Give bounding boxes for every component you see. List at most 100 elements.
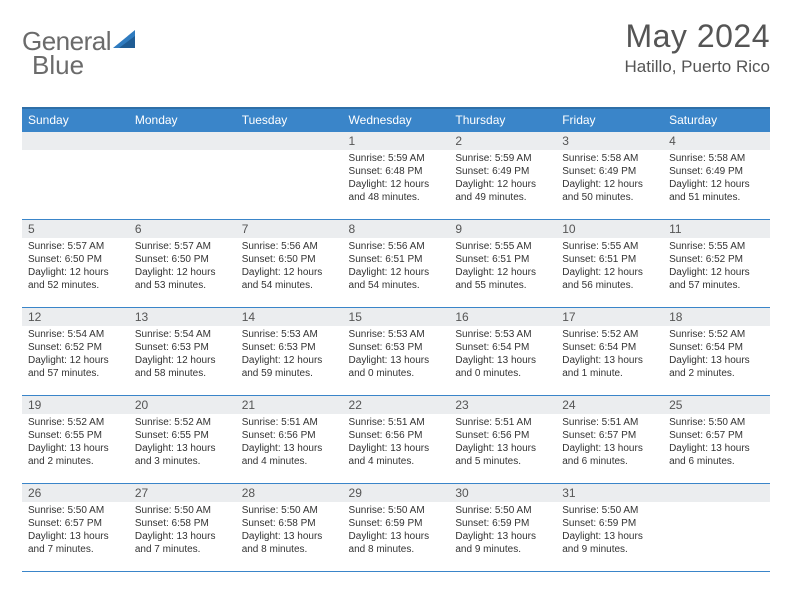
day-cell	[129, 132, 236, 220]
day-number: 25	[663, 396, 770, 414]
brand-triangle-icon	[113, 28, 139, 55]
day-details: Sunrise: 5:51 AMSunset: 6:57 PMDaylight:…	[556, 414, 663, 472]
day-cell: 14Sunrise: 5:53 AMSunset: 6:53 PMDayligh…	[236, 308, 343, 396]
month-title: May 2024	[624, 18, 770, 55]
day-cell: 8Sunrise: 5:56 AMSunset: 6:51 PMDaylight…	[343, 220, 450, 308]
day-cell: 11Sunrise: 5:55 AMSunset: 6:52 PMDayligh…	[663, 220, 770, 308]
day-details: Sunrise: 5:50 AMSunset: 6:57 PMDaylight:…	[22, 502, 129, 560]
weekday-header: Monday	[129, 108, 236, 132]
day-details: Sunrise: 5:50 AMSunset: 6:59 PMDaylight:…	[449, 502, 556, 560]
weekday-header: Wednesday	[343, 108, 450, 132]
day-number: 28	[236, 484, 343, 502]
day-number: 31	[556, 484, 663, 502]
day-cell: 7Sunrise: 5:56 AMSunset: 6:50 PMDaylight…	[236, 220, 343, 308]
day-details: Sunrise: 5:51 AMSunset: 6:56 PMDaylight:…	[236, 414, 343, 472]
day-number: 12	[22, 308, 129, 326]
day-cell: 31Sunrise: 5:50 AMSunset: 6:59 PMDayligh…	[556, 484, 663, 572]
day-details: Sunrise: 5:59 AMSunset: 6:49 PMDaylight:…	[449, 150, 556, 208]
day-number: 17	[556, 308, 663, 326]
day-number: 26	[22, 484, 129, 502]
day-number: 5	[22, 220, 129, 238]
week-row: 19Sunrise: 5:52 AMSunset: 6:55 PMDayligh…	[22, 396, 770, 484]
day-details: Sunrise: 5:58 AMSunset: 6:49 PMDaylight:…	[556, 150, 663, 208]
day-details: Sunrise: 5:55 AMSunset: 6:51 PMDaylight:…	[556, 238, 663, 296]
calendar-body: 1Sunrise: 5:59 AMSunset: 6:48 PMDaylight…	[22, 132, 770, 572]
day-number: 30	[449, 484, 556, 502]
weekday-header-row: Sunday Monday Tuesday Wednesday Thursday…	[22, 108, 770, 132]
day-details: Sunrise: 5:50 AMSunset: 6:58 PMDaylight:…	[129, 502, 236, 560]
week-row: 1Sunrise: 5:59 AMSunset: 6:48 PMDaylight…	[22, 132, 770, 220]
day-number: 15	[343, 308, 450, 326]
day-number	[236, 132, 343, 150]
day-number: 2	[449, 132, 556, 150]
day-number: 11	[663, 220, 770, 238]
day-cell: 27Sunrise: 5:50 AMSunset: 6:58 PMDayligh…	[129, 484, 236, 572]
day-number	[663, 484, 770, 502]
day-number: 3	[556, 132, 663, 150]
day-cell: 3Sunrise: 5:58 AMSunset: 6:49 PMDaylight…	[556, 132, 663, 220]
day-details: Sunrise: 5:52 AMSunset: 6:54 PMDaylight:…	[663, 326, 770, 384]
day-details: Sunrise: 5:51 AMSunset: 6:56 PMDaylight:…	[343, 414, 450, 472]
day-details: Sunrise: 5:55 AMSunset: 6:52 PMDaylight:…	[663, 238, 770, 296]
day-cell: 1Sunrise: 5:59 AMSunset: 6:48 PMDaylight…	[343, 132, 450, 220]
day-details: Sunrise: 5:50 AMSunset: 6:57 PMDaylight:…	[663, 414, 770, 472]
title-block: May 2024 Hatillo, Puerto Rico	[624, 18, 770, 77]
day-number: 27	[129, 484, 236, 502]
day-number: 18	[663, 308, 770, 326]
day-cell: 9Sunrise: 5:55 AMSunset: 6:51 PMDaylight…	[449, 220, 556, 308]
weekday-header: Tuesday	[236, 108, 343, 132]
day-number	[22, 132, 129, 150]
day-cell: 20Sunrise: 5:52 AMSunset: 6:55 PMDayligh…	[129, 396, 236, 484]
week-row: 5Sunrise: 5:57 AMSunset: 6:50 PMDaylight…	[22, 220, 770, 308]
day-number: 23	[449, 396, 556, 414]
day-details: Sunrise: 5:53 AMSunset: 6:54 PMDaylight:…	[449, 326, 556, 384]
day-cell: 2Sunrise: 5:59 AMSunset: 6:49 PMDaylight…	[449, 132, 556, 220]
day-number: 14	[236, 308, 343, 326]
brand-text-blue: Blue	[32, 50, 84, 81]
day-number: 13	[129, 308, 236, 326]
day-number: 24	[556, 396, 663, 414]
day-details: Sunrise: 5:52 AMSunset: 6:54 PMDaylight:…	[556, 326, 663, 384]
day-details: Sunrise: 5:52 AMSunset: 6:55 PMDaylight:…	[22, 414, 129, 472]
day-cell: 17Sunrise: 5:52 AMSunset: 6:54 PMDayligh…	[556, 308, 663, 396]
day-cell	[236, 132, 343, 220]
day-details: Sunrise: 5:50 AMSunset: 6:59 PMDaylight:…	[556, 502, 663, 560]
day-cell: 4Sunrise: 5:58 AMSunset: 6:49 PMDaylight…	[663, 132, 770, 220]
day-cell: 30Sunrise: 5:50 AMSunset: 6:59 PMDayligh…	[449, 484, 556, 572]
day-details: Sunrise: 5:54 AMSunset: 6:53 PMDaylight:…	[129, 326, 236, 384]
location-text: Hatillo, Puerto Rico	[624, 57, 770, 77]
day-number: 21	[236, 396, 343, 414]
day-number: 7	[236, 220, 343, 238]
day-number: 16	[449, 308, 556, 326]
day-cell: 12Sunrise: 5:54 AMSunset: 6:52 PMDayligh…	[22, 308, 129, 396]
day-cell: 24Sunrise: 5:51 AMSunset: 6:57 PMDayligh…	[556, 396, 663, 484]
day-details: Sunrise: 5:59 AMSunset: 6:48 PMDaylight:…	[343, 150, 450, 208]
day-details: Sunrise: 5:52 AMSunset: 6:55 PMDaylight:…	[129, 414, 236, 472]
day-cell: 5Sunrise: 5:57 AMSunset: 6:50 PMDaylight…	[22, 220, 129, 308]
day-number: 8	[343, 220, 450, 238]
day-details: Sunrise: 5:50 AMSunset: 6:58 PMDaylight:…	[236, 502, 343, 560]
calendar-table: Sunday Monday Tuesday Wednesday Thursday…	[22, 107, 770, 572]
day-cell	[663, 484, 770, 572]
day-details: Sunrise: 5:53 AMSunset: 6:53 PMDaylight:…	[236, 326, 343, 384]
day-cell: 16Sunrise: 5:53 AMSunset: 6:54 PMDayligh…	[449, 308, 556, 396]
day-cell: 21Sunrise: 5:51 AMSunset: 6:56 PMDayligh…	[236, 396, 343, 484]
day-number: 6	[129, 220, 236, 238]
day-cell: 10Sunrise: 5:55 AMSunset: 6:51 PMDayligh…	[556, 220, 663, 308]
day-details: Sunrise: 5:53 AMSunset: 6:53 PMDaylight:…	[343, 326, 450, 384]
day-cell: 22Sunrise: 5:51 AMSunset: 6:56 PMDayligh…	[343, 396, 450, 484]
weekday-header: Sunday	[22, 108, 129, 132]
day-cell: 26Sunrise: 5:50 AMSunset: 6:57 PMDayligh…	[22, 484, 129, 572]
day-cell: 25Sunrise: 5:50 AMSunset: 6:57 PMDayligh…	[663, 396, 770, 484]
day-cell: 19Sunrise: 5:52 AMSunset: 6:55 PMDayligh…	[22, 396, 129, 484]
day-details: Sunrise: 5:56 AMSunset: 6:51 PMDaylight:…	[343, 238, 450, 296]
day-details: Sunrise: 5:56 AMSunset: 6:50 PMDaylight:…	[236, 238, 343, 296]
day-cell: 6Sunrise: 5:57 AMSunset: 6:50 PMDaylight…	[129, 220, 236, 308]
day-cell: 13Sunrise: 5:54 AMSunset: 6:53 PMDayligh…	[129, 308, 236, 396]
weekday-header: Friday	[556, 108, 663, 132]
week-row: 12Sunrise: 5:54 AMSunset: 6:52 PMDayligh…	[22, 308, 770, 396]
day-number: 20	[129, 396, 236, 414]
weekday-header: Thursday	[449, 108, 556, 132]
weekday-header: Saturday	[663, 108, 770, 132]
day-number: 19	[22, 396, 129, 414]
